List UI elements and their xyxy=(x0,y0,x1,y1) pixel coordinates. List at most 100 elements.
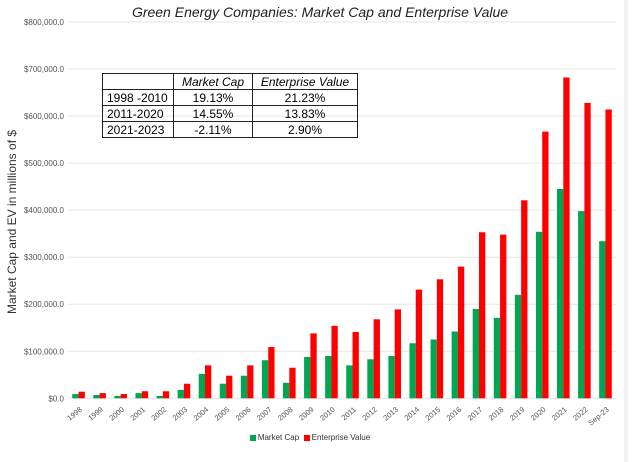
bar-market-cap xyxy=(156,395,163,399)
bar-market-cap xyxy=(409,343,416,399)
x-tick-label: 2012 xyxy=(360,405,379,423)
y-tick-label: $400,000.0 xyxy=(24,206,65,215)
bar-enterprise-value xyxy=(373,319,380,399)
table-row: 2011-2020 14.55% 13.83% xyxy=(102,105,358,122)
table-cell: 14.55% xyxy=(173,105,253,122)
table-row: 2021-2023 -2.11% 2.90% xyxy=(102,121,358,138)
chart-title: Green Energy Companies: Market Cap and E… xyxy=(131,4,509,20)
bar-market-cap xyxy=(72,394,79,399)
bar-market-cap xyxy=(451,331,458,399)
bar-market-cap xyxy=(219,383,227,399)
x-tick-label: 2001 xyxy=(128,405,147,423)
x-tick-label: 2005 xyxy=(213,405,232,423)
table-cell: 13.83% xyxy=(252,105,358,122)
bar-market-cap xyxy=(578,211,585,399)
bar-market-cap xyxy=(557,188,564,399)
x-tick-label: 2007 xyxy=(255,405,274,423)
bar-enterprise-value xyxy=(268,347,275,399)
bar-market-cap xyxy=(114,395,121,399)
cagr-table: Market Cap Enterprise Value 1998 -2010 1… xyxy=(102,73,358,138)
x-tick-label: 1999 xyxy=(86,405,105,423)
x-tick-label: 2020 xyxy=(529,405,548,423)
bar-market-cap xyxy=(93,395,100,399)
bar-enterprise-value xyxy=(605,109,612,399)
x-tick-label: 2015 xyxy=(424,405,443,423)
bar-market-cap xyxy=(599,241,606,399)
x-tick-label: 2000 xyxy=(107,405,126,423)
x-tick-label: 2010 xyxy=(318,405,337,423)
x-tick-label: 2017 xyxy=(466,405,485,423)
bar-enterprise-value xyxy=(226,375,233,399)
x-tick-label: 2013 xyxy=(381,405,400,423)
bar-enterprise-value xyxy=(436,279,444,399)
bar-enterprise-value xyxy=(394,309,401,399)
legend-label: Market Cap xyxy=(257,433,300,442)
bar-market-cap xyxy=(430,339,437,399)
bar-market-cap xyxy=(283,382,290,399)
legend-label: Enterprise Value xyxy=(311,433,371,442)
x-tick-label: 2019 xyxy=(508,405,527,423)
bar-market-cap xyxy=(514,294,522,399)
bar-enterprise-value xyxy=(542,131,549,399)
bar-market-cap xyxy=(304,356,311,399)
x-tick-label: 2006 xyxy=(234,405,253,423)
legend-swatch-enterprise-value xyxy=(303,434,310,441)
x-tick-label: 2009 xyxy=(297,405,316,423)
bar-market-cap xyxy=(367,359,374,399)
table-cell: 1998 -2010 xyxy=(102,89,174,106)
bar-market-cap xyxy=(325,355,332,399)
table-cell: 19.13% xyxy=(173,89,253,106)
bar-enterprise-value xyxy=(352,331,359,399)
bar-enterprise-value xyxy=(457,266,465,399)
x-tick-label: 1998 xyxy=(65,405,84,423)
x-tick-label: Sep-23 xyxy=(586,405,610,427)
bar-market-cap xyxy=(472,308,479,399)
bar-enterprise-value xyxy=(289,367,296,399)
bar-enterprise-value xyxy=(99,393,106,399)
table-row: 1998 -2010 19.13% 21.23% xyxy=(102,89,358,106)
bar-enterprise-value xyxy=(141,391,149,399)
bar-enterprise-value xyxy=(78,391,85,399)
table-cell: 2.90% xyxy=(252,121,358,138)
x-tick-label: 2018 xyxy=(487,405,506,423)
x-tick-label: 2008 xyxy=(276,405,295,423)
table-header: Market Cap xyxy=(173,73,253,90)
bar-enterprise-value xyxy=(331,325,338,399)
x-tick-label: 2014 xyxy=(402,405,421,423)
table-cell: 2021-2023 xyxy=(102,121,174,138)
legend-swatch-market-cap xyxy=(249,434,256,441)
bar-market-cap xyxy=(535,231,543,399)
bar-enterprise-value xyxy=(415,289,423,399)
x-tick-label: 2004 xyxy=(192,405,211,423)
bar-enterprise-value xyxy=(584,102,591,399)
legend: Market Cap Enterprise Value xyxy=(0,433,620,442)
table-cell: -2.11% xyxy=(173,121,253,138)
table-cell: 2011-2020 xyxy=(102,105,174,122)
bar-market-cap xyxy=(388,355,395,399)
bar-enterprise-value xyxy=(162,391,170,399)
bar-enterprise-value xyxy=(120,394,127,399)
x-tick-label: 2002 xyxy=(150,405,169,423)
bar-market-cap xyxy=(493,317,501,399)
x-tick-label: 2011 xyxy=(340,405,358,422)
y-tick-label: $100,000.0 xyxy=(24,347,65,356)
bar-enterprise-value xyxy=(479,232,486,399)
bar-market-cap xyxy=(240,375,248,399)
bar-market-cap xyxy=(346,365,353,399)
bar-enterprise-value xyxy=(521,200,528,399)
bar-enterprise-value xyxy=(563,77,570,399)
bar-enterprise-value xyxy=(310,333,317,399)
y-tick-label: $200,000.0 xyxy=(24,300,65,309)
x-tick-label: 2021 xyxy=(550,405,569,423)
bar-market-cap xyxy=(198,373,205,399)
bar-market-cap xyxy=(177,389,184,399)
y-tick-label: $700,000.0 xyxy=(24,65,65,74)
x-tick-label: 2003 xyxy=(171,405,190,423)
y-tick-label: $300,000.0 xyxy=(24,253,65,262)
x-tick-label: 2016 xyxy=(445,405,464,423)
y-tick-label: $800,000.0 xyxy=(24,18,65,27)
y-tick-label: $0.0 xyxy=(48,394,64,403)
y-tick-label: $600,000.0 xyxy=(24,112,65,121)
y-tick-label: $500,000.0 xyxy=(24,159,65,168)
